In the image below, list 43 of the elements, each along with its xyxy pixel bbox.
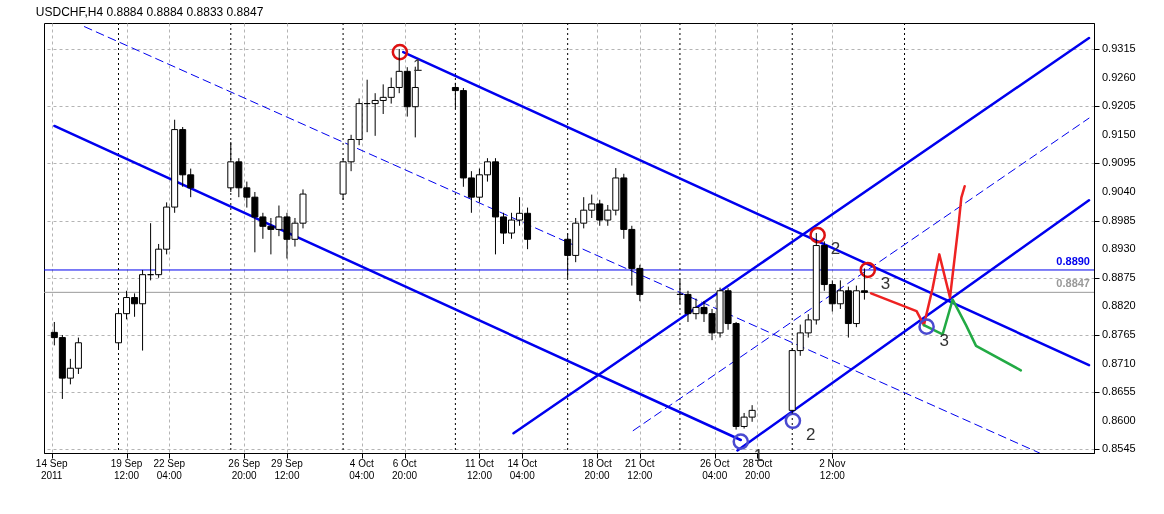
ref-line-label: 0.8890: [1056, 254, 1090, 267]
y-tick-label: 0.8655: [1102, 385, 1136, 398]
y-tick-label: 0.9150: [1102, 127, 1136, 140]
x-tick-label: 21 Oct 12:00: [625, 458, 655, 481]
point: [809, 226, 826, 244]
point: [391, 43, 409, 61]
point: [732, 433, 750, 450]
y-tick-label: 0.9260: [1102, 70, 1136, 83]
point: [859, 261, 877, 279]
annotation: 1: [412, 56, 423, 76]
x-tick-label: 14 Sep 2011: [35, 458, 68, 481]
y-tick-label: 0.8545: [1102, 442, 1136, 455]
y-tick-label: 0.9205: [1102, 99, 1136, 112]
point: [918, 318, 935, 335]
x-tick-label: 22 Sep 04:00: [153, 458, 186, 481]
y-tick-label: 0.8930: [1102, 242, 1136, 255]
y-tick-label: 0.8875: [1102, 270, 1136, 283]
x-tick-label: 6 Oct 20:00: [392, 458, 418, 481]
x-tick-label: 19 Sep 12:00: [110, 458, 143, 481]
x-tick-label: 18 Oct 20:00: [582, 458, 613, 481]
y-tick-label: 0.9315: [1102, 42, 1136, 54]
line-series: [922, 298, 1023, 372]
point: [784, 412, 802, 430]
x-tick-label: 2 Nov 12:00: [819, 458, 846, 481]
ref-line-label: 0.8847: [1056, 277, 1090, 290]
annotation: 2: [805, 424, 816, 444]
x-tick-label: 29 Sep 12:00: [271, 458, 304, 481]
y-tick-label: 0.9095: [1102, 156, 1136, 169]
x-tick-label: 26 Oct 04:00: [699, 458, 730, 481]
annotation: 3: [939, 330, 950, 350]
y-tick-label: 0.9040: [1102, 184, 1136, 197]
y-tick-label: 0.8820: [1102, 299, 1136, 312]
y-tick-label: 0.8600: [1102, 413, 1136, 426]
x-tick-label: 11 Oct 12:00: [465, 458, 495, 481]
chart-title: USDCHF,H4 0.8884 0.8884 0.8833 0.8847: [35, 4, 264, 19]
y-tick-label: 0.8765: [1102, 327, 1136, 340]
x-tick-label: 4 Oct 04:00: [349, 458, 375, 481]
annotation: 3: [880, 273, 891, 293]
x-tick-label: 14 Oct 04:00: [507, 458, 538, 481]
line-series: [869, 185, 966, 327]
y-tick-label: 0.8710: [1102, 356, 1136, 369]
y-tick-label: 0.8985: [1102, 213, 1136, 226]
x-tick-label: 26 Sep 20:00: [228, 458, 261, 481]
